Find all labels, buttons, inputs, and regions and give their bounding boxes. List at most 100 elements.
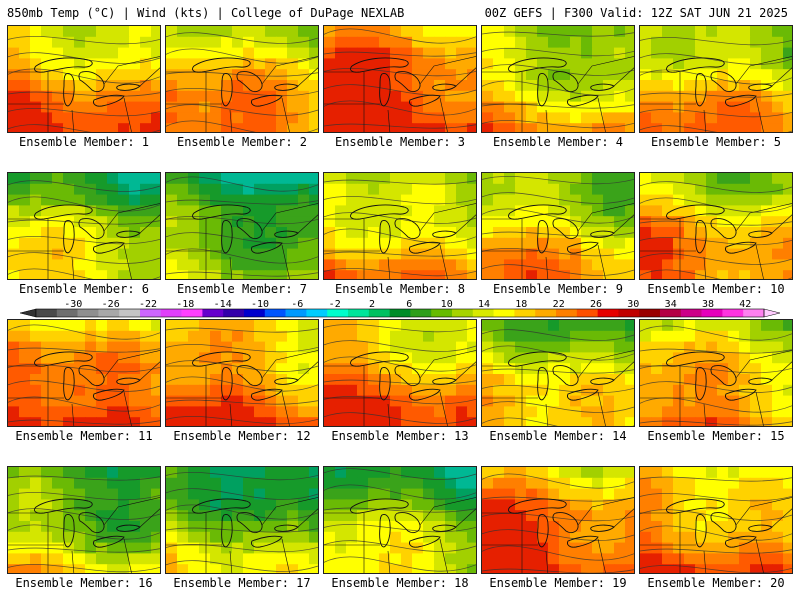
colorbar-segment <box>56 309 78 317</box>
ensemble-member-map <box>7 172 161 280</box>
ensemble-member-label: Ensemble Member: 19 <box>489 576 627 590</box>
colorbar-segment <box>140 309 162 317</box>
ensemble-member-map <box>7 25 161 133</box>
colorbar-tick-label: -6 <box>291 300 303 310</box>
ensemble-member-label: Ensemble Member: 1 <box>18 135 150 149</box>
temperature-field <box>166 173 318 279</box>
colorbar-segment <box>348 309 370 317</box>
ensemble-member-map <box>165 466 319 574</box>
ensemble-member-map <box>481 466 635 574</box>
colorbar-tick-label: -30 <box>64 300 82 310</box>
model-valid-time: 00Z GEFS | F300 Valid: 12Z SAT JUN 21 20… <box>484 6 788 20</box>
temperature-field <box>640 320 792 426</box>
colorbar-segment <box>576 309 598 317</box>
colorbar-tick-label: 38 <box>702 300 714 310</box>
colorbar-segment <box>556 309 578 317</box>
temperature-colorbar: -30 -26 -22 -18 -14 -10 -6 -2 2 6 10 14 18 22 26 30 34 38… <box>14 300 786 320</box>
colorbar-segment <box>285 309 307 317</box>
colorbar-segment <box>368 309 390 317</box>
ensemble-member-label: Ensemble Member: 4 <box>492 135 624 149</box>
colorbar-max-arrow <box>763 308 781 318</box>
temperature-field <box>8 173 160 279</box>
ensemble-member-map <box>639 25 793 133</box>
temperature-field <box>482 320 634 426</box>
ensemble-member-label: Ensemble Member: 20 <box>647 576 785 590</box>
temperature-field <box>8 320 160 426</box>
ensemble-member-label: Ensemble Member: 12 <box>173 429 311 443</box>
temperature-field <box>640 467 792 573</box>
temperature-field <box>640 26 792 132</box>
colorbar-segment <box>680 309 702 317</box>
ensemble-member-map <box>165 319 319 427</box>
colorbar-tick-label: -10 <box>251 300 269 310</box>
colorbar-segment <box>223 309 245 317</box>
ensemble-member-label: Ensemble Member: 18 <box>331 576 469 590</box>
colorbar-segment <box>743 309 765 317</box>
colorbar-tick-label: -14 <box>214 300 232 310</box>
colorbar-segment <box>119 309 141 317</box>
ensemble-member-label: Ensemble Member: 6 <box>18 282 150 296</box>
ensemble-member-map <box>481 25 635 133</box>
colorbar-segment <box>639 309 661 317</box>
temperature-field <box>324 320 476 426</box>
colorbar-segment <box>618 309 640 317</box>
colorbar-segment <box>452 309 474 317</box>
ensemble-member-map <box>481 319 635 427</box>
colorbar-segment <box>327 309 349 317</box>
colorbar-tick-label: 14 <box>478 300 490 310</box>
colorbar-segment <box>202 309 224 317</box>
colorbar-tick-label: 10 <box>441 300 453 310</box>
colorbar-segment <box>160 309 182 317</box>
ensemble-member-map <box>639 466 793 574</box>
temperature-field <box>324 173 476 279</box>
ensemble-member-map <box>481 172 635 280</box>
temperature-field <box>482 173 634 279</box>
colorbar-segment <box>410 309 432 317</box>
colorbar-segment <box>722 309 744 317</box>
temperature-field <box>324 26 476 132</box>
temperature-field <box>482 467 634 573</box>
colorbar-tick-label: -2 <box>329 300 341 310</box>
colorbar-segment <box>493 309 515 317</box>
ensemble-member-map <box>639 172 793 280</box>
ensemble-member-label: Ensemble Member: 7 <box>176 282 308 296</box>
colorbar-segment <box>472 309 494 317</box>
colorbar-segment <box>36 309 58 317</box>
ensemble-member-label: Ensemble Member: 11 <box>15 429 153 443</box>
colorbar-tick-label: 18 <box>515 300 527 310</box>
temperature-field <box>8 467 160 573</box>
colorbar-tick-label: 22 <box>553 300 565 310</box>
colorbar-segment <box>660 309 682 317</box>
colorbar-tick-label: 26 <box>590 300 602 310</box>
colorbar-segment <box>701 309 723 317</box>
colorbar-segment <box>264 309 286 317</box>
ensemble-member-map <box>323 172 477 280</box>
ensemble-member-map <box>323 466 477 574</box>
ensemble-member-label: Ensemble Member: 16 <box>15 576 153 590</box>
colorbar-tick-label: 34 <box>665 300 677 310</box>
colorbar-min-arrow <box>19 308 37 318</box>
map-title: 850mb Temp (°C) | Wind (kts) | College o… <box>7 6 405 20</box>
colorbar-segment <box>306 309 328 317</box>
temperature-field <box>482 26 634 132</box>
colorbar-tick-label: 2 <box>369 300 375 310</box>
colorbar-segment <box>244 309 266 317</box>
ensemble-member-label: Ensemble Member: 3 <box>334 135 466 149</box>
colorbar-tick-label: -22 <box>139 300 157 310</box>
colorbar-tick-label: 30 <box>627 300 639 310</box>
ensemble-member-label: Ensemble Member: 14 <box>489 429 627 443</box>
ensemble-member-map <box>7 466 161 574</box>
colorbar-segment <box>431 309 453 317</box>
ensemble-member-label: Ensemble Member: 8 <box>334 282 466 296</box>
ensemble-member-map <box>639 319 793 427</box>
colorbar-graphic: -30 -26 -22 -18 -14 -10 -6 -2 2 6 10 14 18 22 26 30 34 38… <box>19 300 781 318</box>
ensemble-member-label: Ensemble Member: 15 <box>647 429 785 443</box>
colorbar-segment <box>98 309 120 317</box>
ensemble-member-map <box>323 319 477 427</box>
ensemble-member-label: Ensemble Member: 9 <box>492 282 624 296</box>
colorbar-segment <box>597 309 619 317</box>
colorbar-segment <box>77 309 99 317</box>
temperature-field <box>324 467 476 573</box>
ensemble-member-label: Ensemble Member: 17 <box>173 576 311 590</box>
temperature-field <box>8 26 160 132</box>
